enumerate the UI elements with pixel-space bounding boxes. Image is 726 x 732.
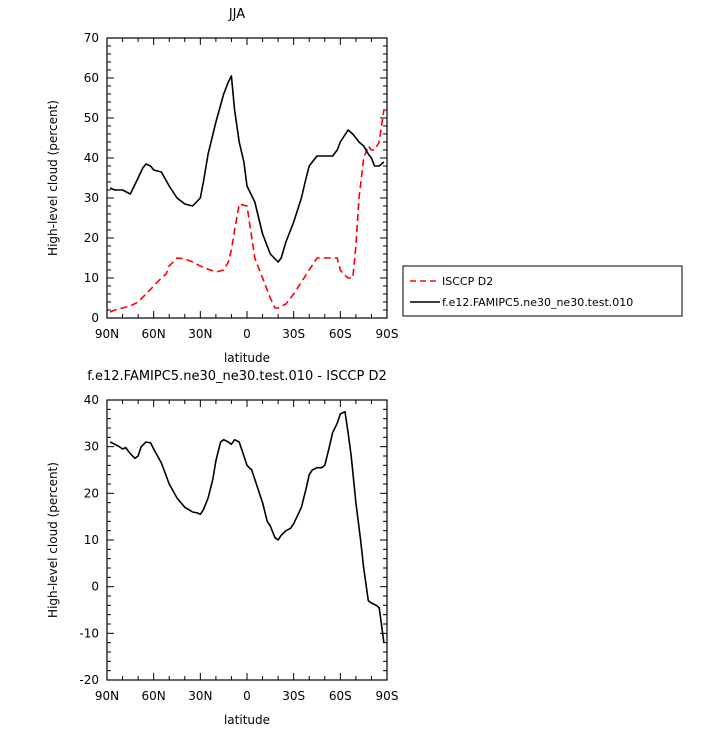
top-chart-y-tick-label: 20 xyxy=(84,231,99,245)
legend-label-model: f.e12.FAMIPC5.ne30_ne30.test.010 xyxy=(442,296,633,309)
bottom-chart-x-tick-label: 90N xyxy=(95,689,119,703)
top-chart-legend: ISCCP D2 f.e12.FAMIPC5.ne30_ne30.test.01… xyxy=(402,265,683,317)
top-chart-y-axis-label: High-level cloud (percent) xyxy=(46,100,60,256)
bottom-chart-title: f.e12.FAMIPC5.ne30_ne30.test.010 - ISCCP… xyxy=(87,369,387,384)
top-chart-y-tick-label: 0 xyxy=(91,311,99,325)
top-chart-y-tick-label: 40 xyxy=(84,151,99,165)
top-chart-y-tick-label: 10 xyxy=(84,271,99,285)
top-chart-series-line-isccp-d2 xyxy=(109,109,385,313)
top-chart-y-tick-label: 30 xyxy=(84,191,99,205)
bottom-chart-y-tick-label: 0 xyxy=(91,580,99,594)
bottom-chart-y-axis-label: High-level cloud (percent) xyxy=(46,462,60,618)
bottom-chart-x-tick-label: 30S xyxy=(282,689,305,703)
top-chart: JJA High-level cloud (percent) latitude … xyxy=(46,7,398,365)
top-chart-plot-frame xyxy=(106,37,388,319)
bottom-chart-x-tick-label: 30N xyxy=(188,689,212,703)
bottom-chart-x-tick-label: 60S xyxy=(329,689,352,703)
top-chart-x-tick-label: 60S xyxy=(329,327,352,341)
bottom-chart: f.e12.FAMIPC5.ne30_ne30.test.010 - ISCCP… xyxy=(46,369,398,727)
bottom-chart-y-tick-label: 40 xyxy=(84,393,99,407)
bottom-chart-plot-frame xyxy=(106,399,388,681)
bottom-chart-x-axis-label: latitude xyxy=(224,713,270,727)
bottom-chart-x-tick-label: 60N xyxy=(142,689,166,703)
top-chart-x-tick-label: 30N xyxy=(188,327,212,341)
legend-box xyxy=(402,265,683,317)
top-chart-y-tick-label: 60 xyxy=(84,71,99,85)
top-chart-x-tick-label: 90S xyxy=(376,327,399,341)
bottom-chart-x-tick-label: 90S xyxy=(376,689,399,703)
bottom-chart-y-tick-label: -20 xyxy=(79,673,99,687)
top-chart-title: JJA xyxy=(228,7,245,22)
bottom-chart-y-tick-label: 20 xyxy=(84,486,99,500)
top-chart-x-tick-label: 90N xyxy=(95,327,119,341)
bottom-chart-y-tick-label: -10 xyxy=(79,626,99,640)
top-chart-y-tick-label: 70 xyxy=(84,31,99,45)
legend-label-isccp: ISCCP D2 xyxy=(442,275,493,288)
top-chart-y-tick-label: 50 xyxy=(84,111,99,125)
top-chart-x-tick-label: 60N xyxy=(142,327,166,341)
top-chart-series-line-f-e12-famipc5-ne30-ne30-test-010 xyxy=(109,75,385,263)
top-chart-x-axis-label: latitude xyxy=(224,351,270,365)
bottom-chart-y-tick-label: 30 xyxy=(84,440,99,454)
top-chart-x-tick-label: 30S xyxy=(282,327,305,341)
top-chart-x-tick-label: 0 xyxy=(243,327,251,341)
bottom-chart-series-line-difference xyxy=(109,410,385,643)
bottom-chart-x-tick-label: 0 xyxy=(243,689,251,703)
bottom-chart-y-tick-label: 10 xyxy=(84,533,99,547)
